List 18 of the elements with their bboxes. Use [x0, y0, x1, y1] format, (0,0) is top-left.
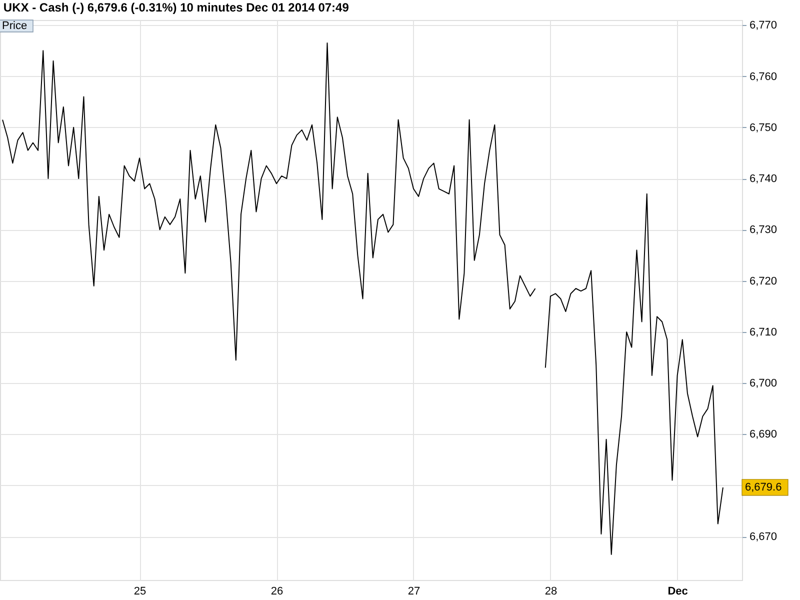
- x-tick-label: 27: [408, 586, 420, 598]
- x-tick-label: 26: [270, 586, 284, 598]
- x-tick-label: 28: [544, 586, 558, 598]
- y-tick-label: 6,740: [750, 173, 778, 186]
- y-tick-label: 6,750: [750, 122, 778, 134]
- y-tick-label: 6,720: [750, 275, 778, 288]
- y-tick-label: 6,760: [750, 70, 778, 83]
- y-tick-label: 6,670: [750, 531, 778, 544]
- y-axis-title: Price: [2, 20, 28, 32]
- chart-title: UKX - Cash (-) 6,679.6 (-0.31%) 10 minutes Dec 01 2014 07:49: [3, 0, 350, 14]
- text: 6,679.6: [745, 481, 782, 494]
- y-tick-label: 6,710: [750, 326, 778, 338]
- y-tick-label: 6,700: [750, 378, 778, 390]
- x-tick-label: Dec: [668, 586, 688, 598]
- y-tick-label: 6,690: [750, 428, 778, 441]
- y-tick-label: 6,770: [750, 20, 778, 32]
- x-tick-label: 25: [134, 586, 146, 598]
- y-tick-label: 6,730: [750, 224, 778, 236]
